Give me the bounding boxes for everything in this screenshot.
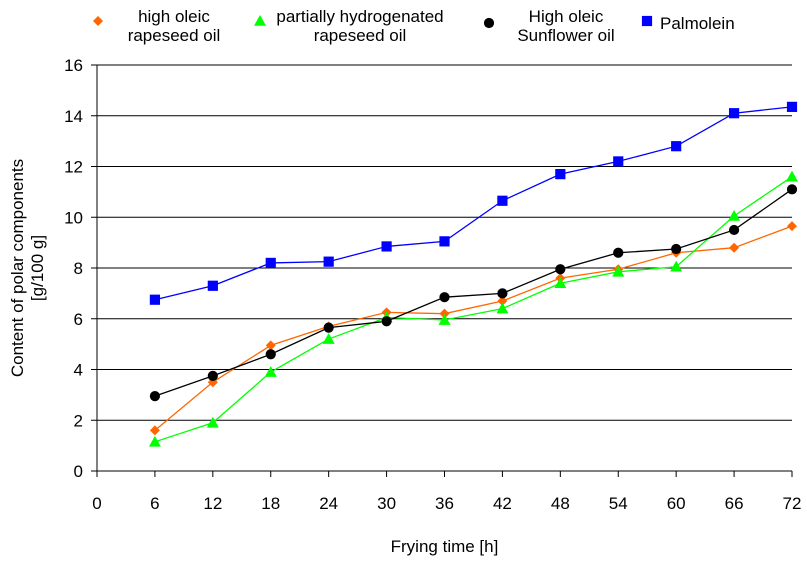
data-point (786, 101, 798, 112)
x-tick-label: 18 (261, 494, 280, 513)
y-tick-label: 14 (64, 107, 83, 126)
data-point (728, 108, 740, 119)
data-point (786, 170, 798, 182)
data-point (323, 322, 334, 333)
data-point (206, 416, 219, 428)
data-point (728, 209, 741, 221)
x-tick-label: 6 (150, 494, 159, 513)
legend-item: partially hydrogenated rapeseed oil (254, 7, 444, 45)
y-axis-title-line: [g/100 g] (28, 235, 47, 301)
x-tick-label: 42 (493, 494, 512, 513)
data-point (265, 340, 276, 351)
data-point (381, 241, 392, 252)
data-point (787, 221, 797, 232)
data-point (613, 156, 624, 167)
data-point (496, 302, 509, 314)
y-tick-label: 2 (74, 411, 83, 430)
series-line (154, 176, 793, 443)
y-axis-title-line: Content of polar components (8, 159, 27, 377)
data-point (554, 277, 567, 289)
legend-item: Palmolein (641, 14, 735, 33)
series-line (154, 225, 793, 431)
y-tick-label: 16 (64, 56, 83, 75)
x-axis-title: Frying time [h] (391, 537, 499, 556)
data-point (265, 349, 276, 360)
data-point (483, 17, 495, 29)
data-point (671, 141, 682, 152)
data-point (439, 292, 450, 303)
x-tick-label: 0 (92, 494, 101, 513)
data-point (265, 257, 276, 269)
data-point (439, 236, 450, 247)
legend-label-line: rapeseed oil (128, 26, 221, 45)
y-tick-label: 6 (74, 310, 83, 329)
x-tick-label: 66 (725, 494, 744, 513)
data-point (323, 256, 334, 267)
data-point (497, 195, 508, 206)
data-point (149, 425, 160, 436)
x-tick-label: 48 (551, 494, 570, 513)
data-point (207, 280, 218, 291)
data-point (670, 260, 683, 272)
data-point (93, 16, 103, 26)
legend-label: high oleic rapeseed oil (128, 7, 221, 45)
data-point (612, 265, 625, 277)
data-markers (148, 101, 798, 447)
data-point (641, 15, 653, 27)
axis-titles: Frying time [h] Content of polar componen… (8, 159, 498, 556)
legend-item: High oleic Sunflower oil (483, 7, 615, 45)
legend-item: high oleic rapeseed oil (93, 7, 220, 45)
data-point (322, 333, 335, 344)
data-point (149, 391, 161, 402)
legend-label-line: high oleic (138, 7, 210, 26)
y-tick-label: 4 (74, 361, 83, 380)
y-tick-label: 0 (74, 462, 83, 481)
data-point (555, 169, 566, 180)
data-point (254, 15, 266, 26)
x-tick-label: 12 (203, 494, 222, 513)
data-point (207, 370, 218, 381)
data-point (786, 184, 798, 195)
data-point (671, 243, 682, 255)
y-tick-label: 8 (74, 259, 83, 278)
legend-label: High oleic Sunflower oil (517, 7, 614, 45)
y-axis-title: Content of polar components[g/100 g] (8, 159, 47, 377)
data-point (264, 366, 277, 377)
legend-label-line: Sunflower oil (517, 26, 614, 45)
x-tick-label: 54 (609, 494, 628, 513)
legend-label-line: High oleic (529, 7, 604, 26)
x-tick-label: 30 (377, 494, 396, 513)
data-point (729, 242, 740, 253)
legend-label: Palmolein (660, 14, 735, 33)
series-line (154, 188, 793, 397)
data-point (497, 295, 508, 306)
y-tick-label: 12 (64, 158, 83, 177)
legend-label-line: partially hydrogenated (276, 7, 443, 26)
data-point (728, 224, 740, 236)
x-tick-label: 72 (783, 494, 802, 513)
legend-label-line: Palmolein (660, 14, 735, 33)
series-lines (154, 106, 793, 443)
y-tick-label: 10 (64, 208, 83, 227)
data-point (438, 314, 451, 325)
data-point (613, 247, 624, 258)
legend-label-line: rapeseed oil (314, 26, 407, 45)
data-point (497, 288, 508, 299)
data-point (381, 316, 392, 327)
x-tick-label: 36 (435, 494, 454, 513)
data-point (555, 264, 566, 275)
data-point (149, 294, 161, 305)
series-line (154, 106, 793, 301)
x-tick-label: 60 (667, 494, 686, 513)
x-tick-label: 24 (319, 494, 338, 513)
data-point (439, 308, 450, 319)
data-point (148, 435, 161, 447)
legend-label: partially hydrogenated rapeseed oil (276, 7, 443, 45)
